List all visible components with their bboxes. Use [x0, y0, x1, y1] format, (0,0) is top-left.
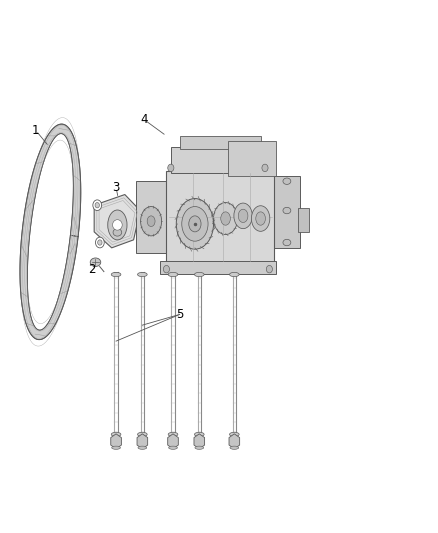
Ellipse shape: [194, 272, 204, 277]
Ellipse shape: [283, 178, 291, 184]
Ellipse shape: [108, 210, 127, 240]
Ellipse shape: [256, 212, 265, 225]
Ellipse shape: [90, 258, 101, 266]
Text: 3: 3: [113, 181, 120, 194]
Ellipse shape: [195, 446, 204, 449]
FancyBboxPatch shape: [136, 181, 169, 253]
Ellipse shape: [141, 206, 162, 236]
FancyBboxPatch shape: [171, 147, 269, 173]
FancyBboxPatch shape: [298, 208, 309, 232]
Ellipse shape: [283, 207, 291, 214]
Ellipse shape: [176, 199, 214, 249]
Circle shape: [93, 200, 102, 211]
Circle shape: [262, 164, 268, 172]
Ellipse shape: [221, 212, 230, 225]
Ellipse shape: [213, 203, 237, 235]
Ellipse shape: [113, 229, 122, 236]
Ellipse shape: [112, 446, 120, 449]
Ellipse shape: [138, 446, 147, 449]
Ellipse shape: [238, 209, 248, 223]
Ellipse shape: [230, 272, 239, 277]
Ellipse shape: [230, 432, 239, 437]
Ellipse shape: [138, 272, 147, 277]
Ellipse shape: [169, 446, 177, 449]
Ellipse shape: [194, 432, 204, 437]
FancyBboxPatch shape: [272, 176, 300, 248]
FancyBboxPatch shape: [180, 136, 261, 149]
Ellipse shape: [230, 446, 239, 449]
Ellipse shape: [138, 432, 147, 437]
FancyBboxPatch shape: [228, 141, 276, 176]
Ellipse shape: [283, 239, 291, 246]
Ellipse shape: [111, 272, 121, 277]
Text: 5: 5: [176, 308, 183, 321]
Polygon shape: [20, 124, 81, 340]
Ellipse shape: [251, 206, 270, 231]
Circle shape: [98, 240, 102, 245]
Circle shape: [95, 237, 104, 248]
FancyBboxPatch shape: [160, 261, 276, 274]
Ellipse shape: [168, 432, 178, 437]
Text: 2: 2: [88, 263, 96, 276]
Ellipse shape: [182, 207, 208, 241]
Ellipse shape: [111, 432, 121, 437]
Text: 1: 1: [32, 124, 40, 137]
Text: 4: 4: [141, 114, 148, 126]
Circle shape: [266, 265, 272, 273]
Ellipse shape: [113, 220, 122, 230]
Ellipse shape: [234, 203, 252, 229]
Ellipse shape: [168, 272, 178, 277]
Circle shape: [168, 164, 174, 172]
Circle shape: [163, 265, 170, 273]
Polygon shape: [94, 195, 140, 248]
FancyBboxPatch shape: [166, 171, 274, 264]
Ellipse shape: [189, 216, 201, 232]
Circle shape: [95, 203, 99, 208]
Ellipse shape: [147, 216, 155, 227]
